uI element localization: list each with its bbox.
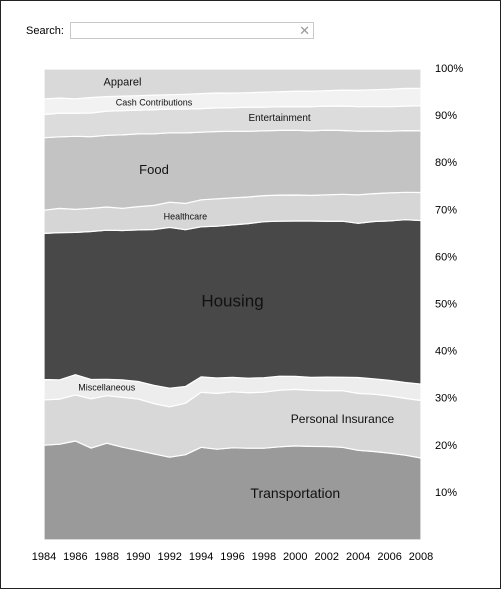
search-label: Search: [26,25,64,37]
x-tick-label: 1994 [189,551,213,563]
y-tick-label: 60% [435,251,457,263]
area-apparel[interactable] [43,68,422,100]
x-tick-label: 1986 [63,551,87,563]
y-tick-label: 30% [435,393,457,405]
series-label-transportation: Transportation [250,485,340,501]
y-tick-label: 10% [435,487,457,499]
series-label-entertainment: Entertainment [248,113,310,124]
search-input[interactable] [71,23,307,38]
y-tick-label: 50% [435,299,457,311]
x-tick-label: 2004 [346,551,370,563]
x-tick-label: 1998 [252,551,276,563]
series-label-personal-insurance: Personal Insurance [291,412,395,426]
clear-icon[interactable]: ✕ [299,23,310,38]
y-tick-label: 90% [435,110,457,122]
x-tick-label: 2008 [409,551,433,563]
x-tick-label: 1988 [95,551,119,563]
y-tick-label: 80% [435,157,457,169]
x-tick-label: 2006 [377,551,401,563]
y-tick-label: 20% [435,440,457,452]
y-axis: 10% 20% 30% 40% 50% 60% 70% 80% 90% 100% [435,63,463,499]
x-tick-label: 1996 [220,551,244,563]
y-tick-label: 100% [435,63,463,75]
x-tick-label: 1990 [126,551,150,563]
y-tick-label: 70% [435,204,457,216]
area-transportation[interactable] [43,440,422,541]
area-layers [43,68,422,541]
series-label-cash-contributions: Cash Contributions [116,97,193,107]
series-labels: Transportation Personal Insurance Miscella… [78,77,394,501]
y-tick-label: 40% [435,346,457,358]
series-label-miscellaneous: Miscellaneous [78,383,136,393]
series-label-healthcare: Healthcare [164,212,208,222]
x-tick-label: 2000 [283,551,307,563]
x-tick-label: 2002 [315,551,339,563]
series-label-housing: Housing [201,292,263,311]
x-tick-label: 1984 [32,551,56,563]
x-axis: 1984 1986 1988 1990 1992 1994 1996 1998 2000 2002… [32,551,433,563]
x-tick-label: 1992 [157,551,181,563]
search-box[interactable]: ✕ [70,22,314,39]
series-label-food: Food [139,162,169,177]
series-label-apparel: Apparel [104,77,142,89]
